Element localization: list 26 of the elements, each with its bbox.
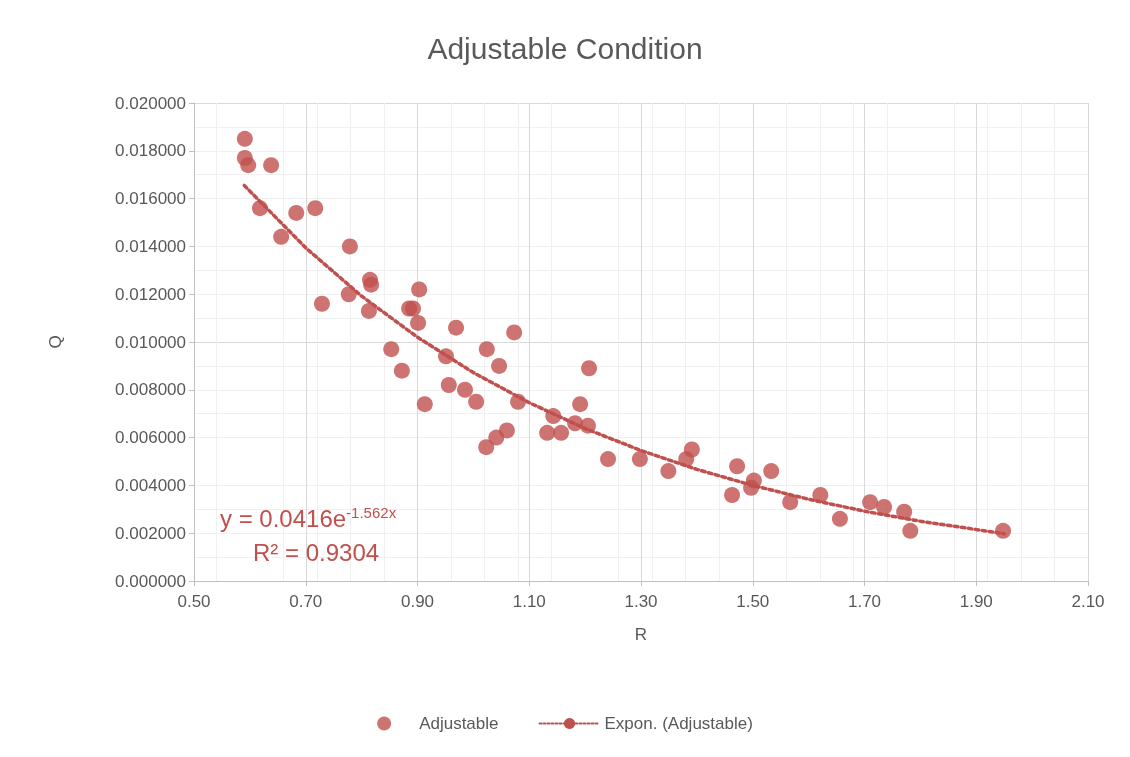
y-axis-title: Q bbox=[46, 335, 65, 349]
chart-title: Adjustable Condition bbox=[427, 31, 703, 65]
x-tick-label: 0.90 bbox=[400, 592, 435, 611]
y-tick-label: 0.002000 bbox=[115, 523, 186, 543]
y-tick-label: 0.018000 bbox=[115, 141, 186, 161]
x-tick-label: 0.70 bbox=[289, 592, 323, 611]
y-tick-label: 0.006000 bbox=[115, 428, 186, 448]
y-tick-label: 0.010000 bbox=[115, 332, 186, 352]
y-tick-label: 0.000000 bbox=[115, 571, 186, 591]
x-axis-title: R bbox=[634, 625, 648, 644]
y-tick-label: 0.016000 bbox=[115, 189, 186, 209]
legend-label: Expon. (Adjustable) bbox=[604, 714, 753, 733]
y-tick-label: 0.008000 bbox=[115, 380, 186, 400]
x-tick-label: 1.50 bbox=[736, 592, 770, 611]
legend-label: Adjustable bbox=[419, 714, 499, 733]
x-tick-label: 1.30 bbox=[624, 592, 658, 611]
x-tick-label: 1.70 bbox=[847, 592, 882, 611]
x-tick-label: 2.10 bbox=[1071, 592, 1105, 611]
x-tick-label: 0.50 bbox=[177, 592, 211, 611]
y-tick-label: 0.014000 bbox=[115, 236, 186, 256]
x-tick-label: 1.10 bbox=[512, 592, 546, 611]
annotation: R² = 0.9304 bbox=[253, 538, 380, 566]
y-tick-label: 0.004000 bbox=[115, 475, 186, 495]
y-tick-label: 0.020000 bbox=[115, 93, 186, 113]
x-tick-label: 1.90 bbox=[959, 592, 993, 611]
y-tick-label: 0.012000 bbox=[115, 284, 186, 304]
